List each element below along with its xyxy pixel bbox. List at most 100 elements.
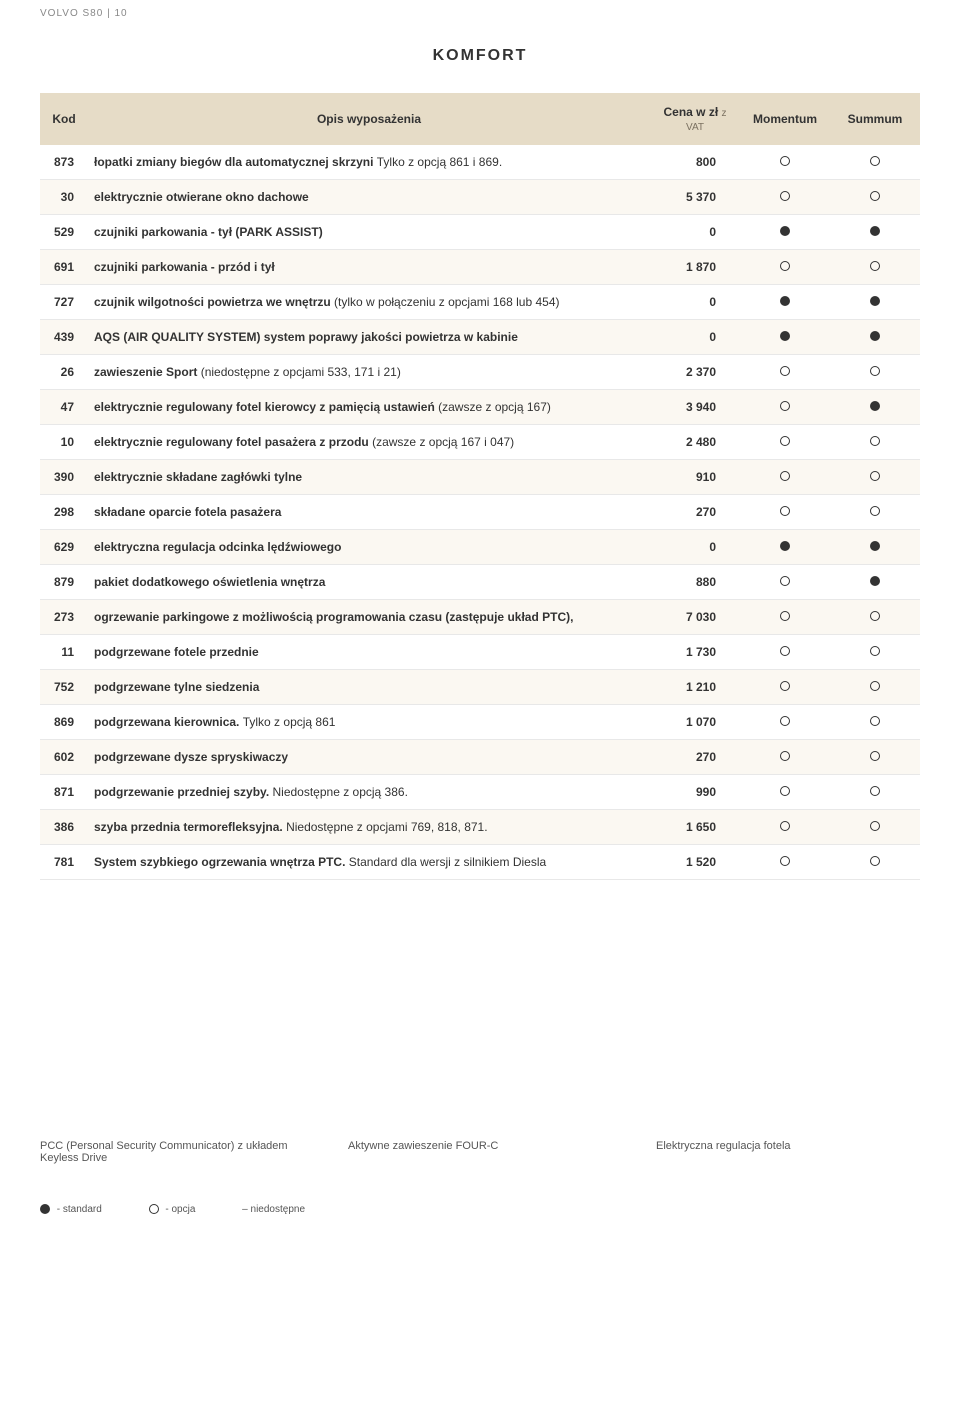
cell-cena: 0: [650, 320, 740, 355]
cell-momentum: [740, 495, 830, 530]
cell-summum: [830, 145, 920, 180]
cell-cena: 270: [650, 495, 740, 530]
cell-kod: 781: [40, 845, 88, 880]
cell-momentum: [740, 565, 830, 600]
cell-summum: [830, 740, 920, 775]
hollow-circle-icon: [780, 646, 790, 656]
cell-summum: [830, 600, 920, 635]
cell-kod: 869: [40, 705, 88, 740]
page-header-brand: VOLVO S80 | 10: [40, 8, 920, 19]
hollow-circle-icon: [870, 611, 880, 621]
hollow-circle-icon: [870, 856, 880, 866]
cell-cena: 880: [650, 565, 740, 600]
row-note: (zawsze z opcją 167 i 047): [372, 435, 514, 449]
col-momentum: Momentum: [740, 93, 830, 145]
cell-momentum: [740, 390, 830, 425]
caption-right: Elektryczna regulacja fotela: [656, 1140, 920, 1164]
cell-opis: AQS (AIR QUALITY SYSTEM) system poprawy …: [88, 320, 650, 355]
cell-momentum: [740, 845, 830, 880]
cell-kod: 727: [40, 285, 88, 320]
cell-opis: czujniki parkowania - tył (PARK ASSIST): [88, 215, 650, 250]
table-row: 47elektrycznie regulowany fotel kierowcy…: [40, 390, 920, 425]
hollow-circle-icon: [780, 401, 790, 411]
cell-momentum: [740, 215, 830, 250]
cell-opis: elektrycznie składane zagłówki tylne: [88, 460, 650, 495]
cell-kod: 602: [40, 740, 88, 775]
hollow-circle-icon: [780, 611, 790, 621]
cell-summum: [830, 565, 920, 600]
row-note: Standard dla wersji z silnikiem Diesla: [349, 855, 546, 869]
hollow-circle-icon: [780, 821, 790, 831]
cell-summum: [830, 460, 920, 495]
cell-momentum: [740, 250, 830, 285]
filled-circle-icon: [870, 296, 880, 306]
cell-summum: [830, 250, 920, 285]
cell-summum: [830, 670, 920, 705]
hollow-circle-icon: [780, 681, 790, 691]
cell-cena: 270: [650, 740, 740, 775]
cell-momentum: [740, 635, 830, 670]
cell-cena: 910: [650, 460, 740, 495]
cell-kod: 26: [40, 355, 88, 390]
table-row: 752podgrzewane tylne siedzenia1 210: [40, 670, 920, 705]
legend-standard: - standard: [40, 1204, 124, 1215]
cell-summum: [830, 530, 920, 565]
hollow-circle-icon: [780, 786, 790, 796]
hollow-circle-icon: [870, 191, 880, 201]
table-row: 691czujniki parkowania - przód i tył1 87…: [40, 250, 920, 285]
row-note: (zawsze z opcją 167): [438, 400, 551, 414]
cell-opis: pakiet dodatkowego oświetlenia wnętrza: [88, 565, 650, 600]
cell-momentum: [740, 425, 830, 460]
hollow-circle-icon: [870, 261, 880, 271]
hollow-circle-icon: [780, 156, 790, 166]
table-row: 30elektrycznie otwierane okno dachowe5 3…: [40, 180, 920, 215]
table-row: 629elektryczna regulacja odcinka lędźwio…: [40, 530, 920, 565]
cell-opis: łopatki zmiany biegów dla automatycznej …: [88, 145, 650, 180]
hollow-circle-icon: [870, 646, 880, 656]
cell-opis: elektrycznie otwierane okno dachowe: [88, 180, 650, 215]
hollow-circle-icon: [870, 471, 880, 481]
cell-kod: 873: [40, 145, 88, 180]
cell-cena: 3 940: [650, 390, 740, 425]
cell-momentum: [740, 705, 830, 740]
table-row: 439AQS (AIR QUALITY SYSTEM) system popra…: [40, 320, 920, 355]
cell-opis: podgrzewanie przedniej szyby. Niedostępn…: [88, 775, 650, 810]
cell-momentum: [740, 740, 830, 775]
cell-cena: 0: [650, 215, 740, 250]
table-row: 869podgrzewana kierownica. Tylko z opcją…: [40, 705, 920, 740]
cell-opis: podgrzewane fotele przednie: [88, 635, 650, 670]
row-note: Tylko z opcją 861 i 869.: [377, 155, 502, 169]
hollow-circle-icon: [780, 436, 790, 446]
cell-opis: szyba przednia termorefleksyjna. Niedost…: [88, 810, 650, 845]
table-row: 781System szybkiego ogrzewania wnętrza P…: [40, 845, 920, 880]
cell-kod: 871: [40, 775, 88, 810]
hollow-circle-icon: [780, 506, 790, 516]
cell-opis: czujniki parkowania - przód i tył: [88, 250, 650, 285]
cell-cena: 5 370: [650, 180, 740, 215]
cell-opis: System szybkiego ogrzewania wnętrza PTC.…: [88, 845, 650, 880]
cell-momentum: [740, 320, 830, 355]
table-row: 529czujniki parkowania - tył (PARK ASSIS…: [40, 215, 920, 250]
hollow-circle-icon: [780, 191, 790, 201]
table-row: 871podgrzewanie przedniej szyby. Niedost…: [40, 775, 920, 810]
hollow-circle-icon: [780, 751, 790, 761]
hollow-circle-icon: [870, 681, 880, 691]
cell-kod: 47: [40, 390, 88, 425]
cell-cena: 1 210: [650, 670, 740, 705]
hollow-circle-icon: [780, 471, 790, 481]
cell-summum: [830, 775, 920, 810]
table-row: 26zawieszenie Sport (niedostępne z opcja…: [40, 355, 920, 390]
row-note: (niedostępne z opcjami 533, 171 i 21): [201, 365, 401, 379]
cell-summum: [830, 390, 920, 425]
cell-kod: 691: [40, 250, 88, 285]
table-row: 390elektrycznie składane zagłówki tylne9…: [40, 460, 920, 495]
table-header-row: Kod Opis wyposażenia Cena w zł z VAT Mom…: [40, 93, 920, 145]
cell-cena: 2 480: [650, 425, 740, 460]
cell-cena: 1 730: [650, 635, 740, 670]
cell-kod: 629: [40, 530, 88, 565]
cell-kod: 298: [40, 495, 88, 530]
cell-momentum: [740, 285, 830, 320]
cell-kod: 879: [40, 565, 88, 600]
cell-summum: [830, 845, 920, 880]
cell-kod: 273: [40, 600, 88, 635]
